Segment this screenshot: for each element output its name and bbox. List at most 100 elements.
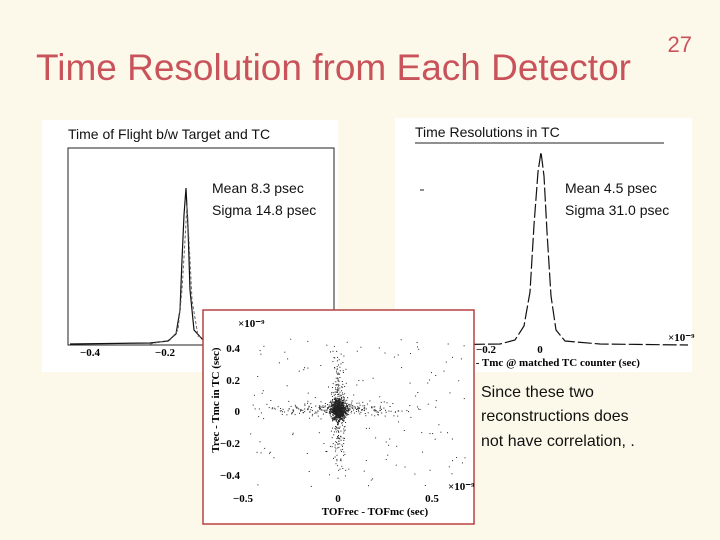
x-axis-label: Trec - Tmc @ matched TC counter (sec) (452, 357, 640, 369)
scatter-dot (340, 394, 342, 396)
scatter-dot (339, 419, 341, 420)
scatter-dot (342, 411, 344, 413)
scatter-dot (379, 407, 381, 409)
scatter-dot (395, 411, 396, 413)
scatter-dot (344, 386, 346, 387)
scatter-dot (352, 405, 354, 406)
scatter-dot (342, 370, 344, 372)
scatter-dot (333, 417, 335, 419)
scatter-dot (374, 410, 376, 412)
scatter-dot (336, 384, 338, 386)
scatter-dot (336, 409, 338, 411)
scatter-dot (340, 405, 342, 407)
scatter-dot (337, 424, 339, 426)
scatter-dot (336, 426, 338, 428)
scatter-dot (335, 411, 337, 413)
scatter-dot (344, 426, 346, 428)
scatter-dot (256, 451, 258, 453)
scatter-dot (333, 410, 335, 412)
scatter-dot (316, 412, 318, 414)
scatter-dot (343, 355, 345, 357)
scatter-dot (347, 408, 349, 410)
scatter-dot (345, 410, 347, 412)
scatter-dot (410, 353, 411, 355)
scatter-dot (332, 410, 334, 412)
scatter-dot (343, 415, 345, 417)
scatter-dot (292, 432, 294, 434)
scatter-dot (388, 444, 390, 446)
scatter-dot (393, 415, 395, 417)
scatter-dot (338, 404, 340, 405)
plot-frame (67, 147, 335, 346)
axis-scale: ×10⁻⁹ (668, 332, 695, 344)
scatter-dot (334, 408, 336, 410)
scatter-dot (336, 402, 337, 404)
scatter-dot (338, 416, 340, 418)
scatter-dot (334, 416, 336, 418)
scatter-dot (365, 427, 367, 429)
scatter-dot (328, 386, 329, 388)
scatter-dot (328, 412, 330, 414)
y-tick-label: 0.4 (226, 343, 240, 355)
scatter-dot (346, 409, 347, 411)
scatter-dot (294, 404, 296, 406)
scatter-dot (338, 404, 340, 406)
scatter-dot (330, 351, 331, 353)
scatter-dot (333, 419, 335, 421)
scatter-dot (373, 406, 375, 408)
scatter-dot (335, 402, 336, 404)
scatter-dot (334, 446, 336, 448)
scatter-dot (287, 358, 289, 360)
x-tick-label: −0.5 (233, 493, 254, 505)
scatter-dot (324, 406, 326, 408)
scatter-dot (343, 420, 345, 422)
scatter-dot (343, 430, 345, 432)
scatter-dot (385, 441, 387, 443)
scatter-dot (354, 407, 356, 409)
scatter-dot (337, 417, 339, 419)
scatter-dot (346, 410, 348, 412)
scatter-dot (329, 406, 331, 408)
scatter-dot (344, 412, 345, 414)
scatter-dot (319, 408, 321, 410)
scatter-dot (268, 407, 270, 409)
scatter-dot (332, 409, 334, 411)
scatter-dot (337, 394, 339, 395)
scatter-dot (337, 400, 339, 402)
scatter-dot (342, 410, 344, 412)
scatter-dot (333, 401, 335, 403)
scatter-dot (339, 397, 341, 399)
scatter-dot (263, 345, 265, 347)
scatter-dot (341, 390, 343, 392)
scatter-dot (374, 409, 376, 411)
scatter-dot (460, 358, 462, 360)
scatter-dot (284, 351, 286, 353)
scatter-dot (344, 417, 346, 419)
scatter-dot (340, 416, 342, 418)
scatter-dot (383, 407, 385, 409)
scatter-dot (339, 403, 341, 405)
scatter-dot (294, 414, 296, 416)
scatter-dot (337, 378, 339, 380)
scatter-dot (372, 478, 374, 480)
scatter-dot (371, 407, 373, 409)
scatter-dot (343, 409, 345, 410)
scatter-dot (304, 408, 306, 410)
scatter-dot (319, 406, 321, 408)
scatter-dot (337, 436, 338, 438)
scatter-dot (340, 449, 342, 451)
scatter-dot (334, 398, 336, 400)
scatter-dot (339, 412, 341, 414)
scatter-dot (334, 396, 336, 398)
scatter-dot (343, 454, 345, 456)
scatter-dot (297, 407, 299, 409)
scatter-dot (346, 403, 347, 405)
scatter-dot (424, 485, 426, 486)
scatter-dot (337, 429, 339, 431)
scatter-dot (337, 399, 339, 401)
scatter-dot (338, 407, 340, 409)
scatter-dot (359, 407, 361, 409)
scatter-dot (452, 460, 453, 462)
y-tick-label: −0.2 (220, 438, 241, 450)
scatter-dot (338, 393, 340, 395)
